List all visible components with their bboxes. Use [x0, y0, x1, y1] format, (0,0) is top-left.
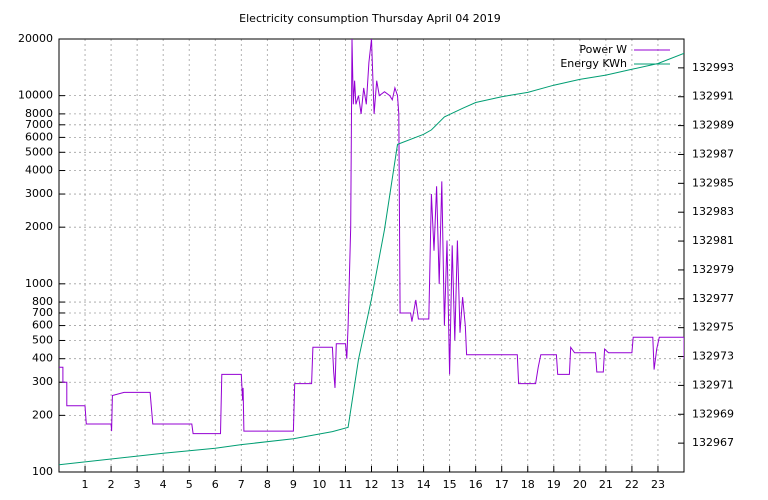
legend-label: Energy KWh [560, 57, 627, 70]
y2-tick-label: 132975 [692, 321, 734, 334]
x-tick-label: 22 [625, 478, 639, 491]
y-tick-label: 100 [32, 465, 53, 478]
y2-tick-label: 132979 [692, 263, 734, 276]
y2-tick-label: 132989 [692, 119, 734, 132]
y-tick-label: 8000 [25, 107, 53, 120]
x-tick-label: 11 [338, 478, 352, 491]
y2-tick-label: 132983 [692, 205, 734, 218]
y-tick-label: 10000 [18, 89, 53, 102]
y-tick-label: 700 [32, 306, 53, 319]
x-tick-label: 17 [495, 478, 509, 491]
series-line [59, 52, 684, 466]
x-tick-label: 21 [599, 478, 613, 491]
x-tick-label: 19 [547, 478, 561, 491]
x-tick-label: 18 [521, 478, 535, 491]
x-tick-label: 2 [108, 478, 115, 491]
x-tick-label: 16 [469, 478, 483, 491]
series-line [59, 39, 684, 435]
x-tick-label: 7 [238, 478, 245, 491]
y2-tick-label: 132967 [692, 436, 734, 449]
x-tick-label: 3 [134, 478, 141, 491]
y2-tick-label: 132987 [692, 147, 734, 160]
x-tick-label: 8 [264, 478, 271, 491]
x-tick-label: 6 [212, 478, 219, 491]
x-tick-label: 1 [82, 478, 89, 491]
y-tick-label: 5000 [25, 145, 53, 158]
chart-title: Electricity consumption Thursday April 0… [239, 12, 501, 25]
plot-area [59, 39, 684, 466]
y-tick-label: 500 [32, 333, 53, 346]
y-tick-label: 800 [32, 295, 53, 308]
y-tick-label: 200 [32, 408, 53, 421]
y2-tick-label: 132971 [692, 378, 734, 391]
x-tick-label: 10 [312, 478, 326, 491]
y-tick-label: 20000 [18, 32, 53, 45]
y-tick-label: 400 [32, 352, 53, 365]
y-tick-label: 6000 [25, 130, 53, 143]
y-tick-label: 600 [32, 319, 53, 332]
y-tick-label: 3000 [25, 187, 53, 200]
x-tick-label: 13 [391, 478, 405, 491]
x-tick-label: 12 [365, 478, 379, 491]
y2-tick-label: 132981 [692, 234, 734, 247]
y2-tick-label: 132973 [692, 350, 734, 363]
x-tick-label: 9 [290, 478, 297, 491]
y2-tick-label: 132993 [692, 61, 734, 74]
x-tick-label: 23 [651, 478, 665, 491]
y2-tick-label: 132991 [692, 90, 734, 103]
y-tick-label: 4000 [25, 164, 53, 177]
y-tick-label: 300 [32, 375, 53, 388]
y-tick-label: 1000 [25, 277, 53, 290]
legend-label: Power W [579, 43, 627, 56]
x-tick-label: 4 [160, 478, 167, 491]
y-tick-label: 7000 [25, 118, 53, 131]
y2-tick-label: 132969 [692, 407, 734, 420]
y2-tick-label: 132985 [692, 176, 734, 189]
y-tick-label: 2000 [25, 220, 53, 233]
x-tick-label: 14 [417, 478, 431, 491]
x-tick-label: 5 [186, 478, 193, 491]
x-tick-label: 20 [573, 478, 587, 491]
x-tick-label: 15 [443, 478, 457, 491]
y2-tick-label: 132977 [692, 292, 734, 305]
